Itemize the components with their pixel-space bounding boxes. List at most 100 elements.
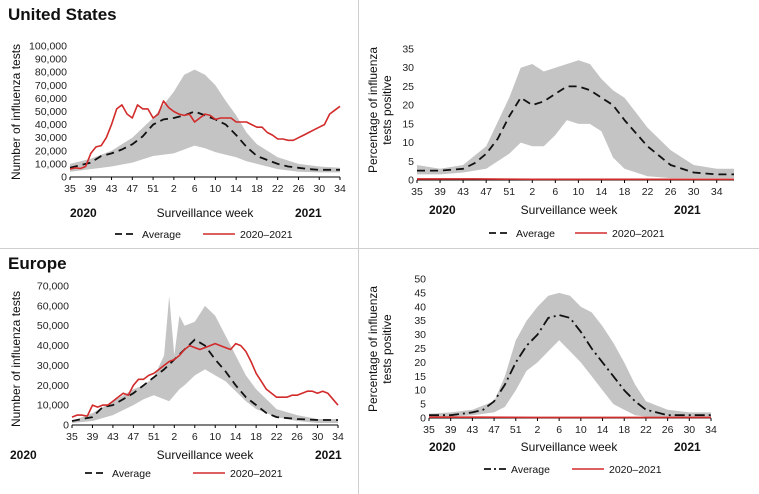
x-tick-label: 10 [209,431,221,443]
range-band [417,60,734,179]
x-tick-label: 34 [334,183,346,195]
y-tick-label: 100,000 [29,41,67,53]
range-band [429,292,711,417]
x-tick-label: 43 [106,183,118,195]
y-tick-label: 10,000 [35,158,67,170]
x-tick-label: 26 [293,183,305,195]
x-tick-label: 18 [250,431,262,443]
chart-eu-positive: 0 5 10 15 20 25 30 35 40 45 50 35 39 43 47 51 2 6 10 14 18 22… [359,249,759,494]
x-tick-label: 30 [313,183,325,195]
y-axis-title: Percentage of influenzatests positive [366,47,394,173]
y-tick-label: 20,000 [35,145,67,157]
y-axis-title-line: tests positive [380,314,394,384]
x-tick-label: 6 [552,186,558,198]
y-tick-label: 0 [408,175,414,187]
average-line [69,110,340,171]
x-tick-label: 43 [107,431,119,443]
season-line [71,342,339,418]
x-tick-label: 34 [705,424,717,436]
legend-season-label: 2020–2021 [240,229,293,241]
x-tick-label: 51 [148,431,160,443]
average-line [429,314,711,417]
y-axis-title-line: Percentage of influenza [366,286,380,412]
x-tick-label: 14 [597,424,609,436]
x-tick-label: 30 [312,431,324,443]
range-band [72,295,338,423]
horizontal-divider [0,248,759,249]
x-tick-label: 26 [291,431,303,443]
year-label-start: 2020 [429,440,456,454]
x-tick-label: 2 [171,183,177,195]
y-axis-title: Number of influenza tests [9,291,23,427]
x-tick-label: 35 [411,186,423,198]
x-tick-label: 2 [535,424,541,436]
y-tick-label: 70,000 [37,281,69,293]
y-tick-label: 25 [414,343,426,355]
y-tick-label: 40 [414,301,426,313]
average-line [417,85,734,176]
x-tick-label: 47 [480,186,492,198]
x-tick-label: 6 [556,424,562,436]
y-tick-label: 20 [402,100,414,112]
x-tick-label: 43 [467,424,479,436]
y-tick-label: 40,000 [35,119,67,131]
year-label-end: 2021 [295,206,322,220]
legend-season-label: 2020–2021 [612,228,665,240]
x-tick-label: 18 [618,424,630,436]
y-tick-label: 5 [408,156,414,168]
y-axis-title-line: tests positive [380,75,394,145]
x-tick-label: 10 [575,424,587,436]
x-tick-label: 34 [332,431,344,443]
x-tick-label: 10 [573,186,585,198]
y-axis-title: Number of influenza tests [9,44,23,180]
y-tick-label: 25 [402,81,414,93]
y-tick-label: 0 [420,413,426,425]
y-tick-label: 70,000 [35,80,67,92]
y-tick-label: 30 [414,329,426,341]
year-label-end: 2021 [674,203,701,217]
x-tick-label: 39 [87,431,99,443]
y-tick-label: 10 [414,385,426,397]
x-tick-label: 47 [126,183,138,195]
vertical-divider [358,0,359,494]
x-tick-label: 10 [210,183,222,195]
x-tick-label: 39 [434,186,446,198]
legend-average-label: Average [516,228,555,240]
x-tick-label: 14 [230,183,242,195]
x-tick-label: 39 [85,183,97,195]
y-tick-label: 40,000 [37,340,69,352]
year-label-end: 2021 [315,448,342,462]
x-tick-label: 30 [683,424,695,436]
y-tick-label: 50,000 [35,106,67,118]
y-tick-label: 50 [414,274,426,286]
y-tick-label: 30,000 [37,360,69,372]
chart-eu-tests-svg: 0 10,000 20,000 30,000 40,000 50,000 60,000 70,… [9,281,344,481]
year-label-end: 2021 [674,440,701,454]
range-band [70,69,340,173]
y-tick-label: 90,000 [35,54,67,66]
x-tick-label: 30 [688,186,700,198]
x-tick-label: 22 [272,183,284,195]
x-tick-label: 2 [171,431,177,443]
y-tick-label: 60,000 [35,93,67,105]
x-tick-label: 26 [662,424,674,436]
y-tick-label: 0 [63,420,69,432]
x-axis-title: Surveillance week [521,440,619,454]
y-tick-label: 10,000 [37,400,69,412]
x-tick-label: 22 [271,431,283,443]
year-label-start: 2020 [429,203,456,217]
x-axis-title: Surveillance week [521,203,619,217]
chart-eu-tests: 0 10,000 20,000 30,000 40,000 50,000 60,000 70,… [0,249,358,494]
y-tick-label: 15 [402,118,414,130]
x-tick-label: 47 [128,431,140,443]
x-tick-label: 22 [640,424,652,436]
y-axis-title: Percentage of influenzatests positive [366,286,394,412]
legend-average-label: Average [142,229,181,241]
x-tick-label: 14 [230,431,242,443]
x-tick-label: 35 [66,431,78,443]
y-tick-label: 35 [402,44,414,56]
y-tick-label: 15 [414,371,426,383]
y-tick-label: 30 [402,62,414,74]
